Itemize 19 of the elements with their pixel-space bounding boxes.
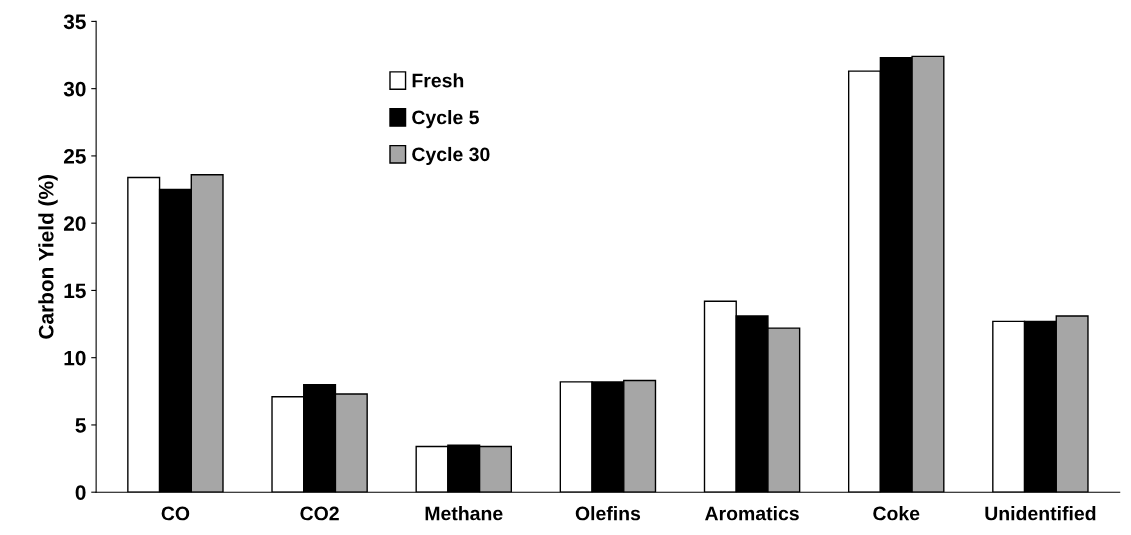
y-tick-label: 0 bbox=[75, 485, 86, 500]
y-tick-label: 20 bbox=[63, 216, 86, 231]
y-tick-label: 15 bbox=[64, 283, 86, 299]
legend-label: Cycle 30 bbox=[412, 146, 490, 166]
x-tick-label: CO2 bbox=[300, 506, 339, 521]
y-tick-label: 25 bbox=[63, 148, 86, 164]
y-tick-label: 30 bbox=[63, 81, 86, 97]
y-tick-label: 35 bbox=[63, 14, 86, 30]
y-axis-title: Carbon Yield (%) bbox=[38, 175, 58, 339]
x-tick-label: CO bbox=[161, 506, 190, 521]
legend-label: Cycle 5 bbox=[412, 110, 479, 129]
y-tick-label: 10 bbox=[64, 350, 86, 366]
x-tick-label: Aromatics bbox=[705, 506, 799, 521]
x-tick-label: Olefins bbox=[575, 506, 641, 521]
x-tick-label: Coke bbox=[873, 506, 920, 521]
x-tick-label: Unidentified bbox=[985, 506, 1096, 521]
x-tick-label: Methane bbox=[425, 506, 503, 521]
y-tick-label: 5 bbox=[75, 418, 86, 433]
legend-label: Fresh bbox=[412, 73, 464, 88]
